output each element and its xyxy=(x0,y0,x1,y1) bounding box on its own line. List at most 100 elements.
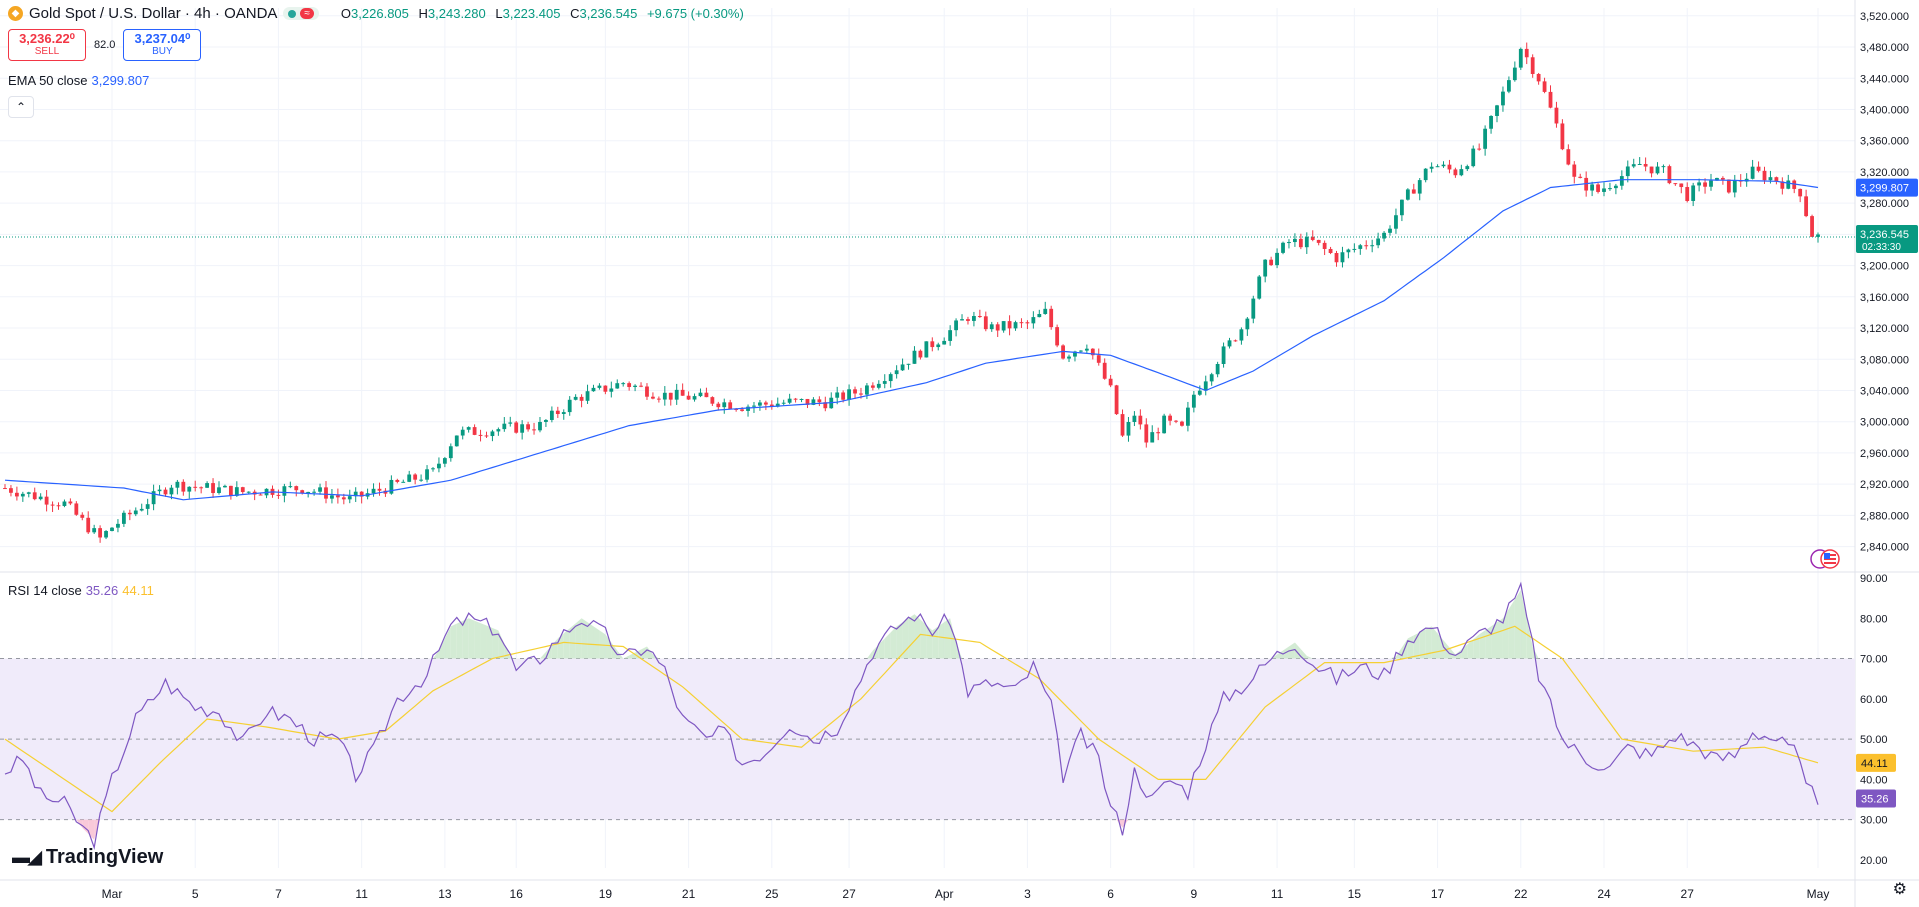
candle-body xyxy=(1007,321,1012,329)
candle-body xyxy=(104,531,108,538)
candle-body xyxy=(1816,234,1820,237)
candle-body xyxy=(639,385,643,387)
candle-body xyxy=(1691,185,1696,201)
rsi-tick-label: 40.00 xyxy=(1860,774,1888,786)
data-delay-icon: ≈ xyxy=(300,8,314,19)
candle-body xyxy=(716,403,721,408)
candle-body xyxy=(930,341,935,348)
candle-body xyxy=(1287,242,1291,244)
time-tick-label: May xyxy=(1807,887,1830,901)
candle-body xyxy=(1679,183,1684,188)
candle-body xyxy=(1495,105,1499,116)
candle-body xyxy=(1376,238,1381,246)
rsi-overbought-fill xyxy=(1437,633,1444,659)
rsi-legend[interactable]: RSI 14 close 35.26 44.11 xyxy=(8,583,154,598)
ema-line xyxy=(4,179,1819,501)
sell-button[interactable]: 3,236.22⁰ SELL xyxy=(8,29,86,61)
time-tick-label: Mar xyxy=(102,887,123,901)
candle-body xyxy=(1655,166,1660,174)
candle-body xyxy=(811,399,816,405)
candle-body xyxy=(1804,196,1809,217)
price-tick-label: 3,000.000 xyxy=(1860,417,1909,429)
price-tick-label: 3,200.000 xyxy=(1860,261,1909,273)
candle-body xyxy=(746,406,750,411)
candle-body xyxy=(86,517,91,533)
candle-body xyxy=(1750,166,1755,179)
candle-body xyxy=(823,402,828,409)
candle-body xyxy=(353,491,358,497)
market-status-pill[interactable]: ≈ xyxy=(283,7,319,20)
symbol-title[interactable]: Gold Spot / U.S. Dollar · 4h · OANDA xyxy=(29,5,278,22)
collapse-legend-button[interactable]: ⌃ xyxy=(8,96,34,118)
candle-body xyxy=(1126,421,1131,436)
rsi-overbought-fill xyxy=(908,614,915,659)
candle-body xyxy=(484,435,489,437)
rsi-overbought-fill xyxy=(1514,590,1521,659)
time-tick-label: 21 xyxy=(682,887,696,901)
candle-body xyxy=(1786,180,1791,189)
candle-body xyxy=(1257,276,1262,299)
rsi-overbought-fill xyxy=(539,651,546,659)
time-tick-label: 3 xyxy=(1024,887,1031,901)
candle-body xyxy=(163,489,168,495)
candle-body xyxy=(1245,318,1250,330)
candle-body xyxy=(942,340,947,345)
rsi-overbought-fill xyxy=(1407,635,1414,659)
candle-body xyxy=(573,396,578,400)
candle-body xyxy=(1501,91,1505,106)
candle-body xyxy=(1168,415,1172,421)
rsi-overbought-fill xyxy=(1479,630,1486,659)
candle-body xyxy=(555,410,560,414)
candle-body xyxy=(282,486,287,496)
candle-body xyxy=(954,320,958,331)
candle-body xyxy=(38,496,43,500)
candle-body xyxy=(876,383,881,388)
candle-body xyxy=(989,324,994,330)
ema-legend[interactable]: EMA 50 close 3,299.807 xyxy=(8,73,149,88)
candle-body xyxy=(187,486,192,492)
candle-body xyxy=(1471,148,1476,167)
candle-body xyxy=(722,402,727,408)
time-tick-label: 27 xyxy=(842,887,856,901)
price-tick-label: 3,040.000 xyxy=(1860,385,1909,397)
candle-body xyxy=(835,392,840,398)
buy-button[interactable]: 3,237.04⁰ BUY xyxy=(123,29,202,61)
candle-body xyxy=(1174,420,1178,422)
rsi-overbought-fill xyxy=(1467,639,1474,659)
rsi-overbought-fill xyxy=(480,623,487,659)
candle-body xyxy=(431,468,435,470)
candle-body xyxy=(454,435,459,447)
rsi-overbought-fill xyxy=(551,638,558,659)
candle-body xyxy=(181,481,186,492)
rsi-overbought-fill xyxy=(635,649,642,659)
candle-body xyxy=(1572,164,1577,177)
settings-gear-icon[interactable]: ⚙ xyxy=(1892,881,1907,898)
candle-body xyxy=(9,488,13,493)
economic-events-icon[interactable] xyxy=(1810,548,1840,570)
candle-body xyxy=(1209,374,1214,382)
candle-body xyxy=(145,504,150,509)
candle-body xyxy=(859,393,863,395)
candle-body xyxy=(549,410,554,420)
candle-body xyxy=(853,389,857,394)
rsi-tick-label: 20.00 xyxy=(1860,855,1888,867)
candle-body xyxy=(1186,407,1190,426)
price-tick-label: 3,080.000 xyxy=(1860,354,1909,366)
candle-body xyxy=(151,491,156,505)
candle-body xyxy=(1512,67,1517,81)
candle-body xyxy=(698,392,703,397)
candle-body xyxy=(936,344,941,348)
rsi-overbought-fill xyxy=(1395,647,1402,659)
candle-body xyxy=(448,446,453,459)
candle-body xyxy=(627,383,632,388)
candle-body xyxy=(56,505,61,507)
candle-body xyxy=(341,497,346,500)
candle-body xyxy=(1637,163,1642,165)
candle-body xyxy=(1810,216,1814,237)
tradingview-logo[interactable]: ▬◢ TradingView xyxy=(12,846,163,869)
candle-body xyxy=(972,316,976,321)
candle-body xyxy=(734,408,739,410)
candle-body xyxy=(1429,166,1434,169)
candle-body xyxy=(966,319,970,321)
